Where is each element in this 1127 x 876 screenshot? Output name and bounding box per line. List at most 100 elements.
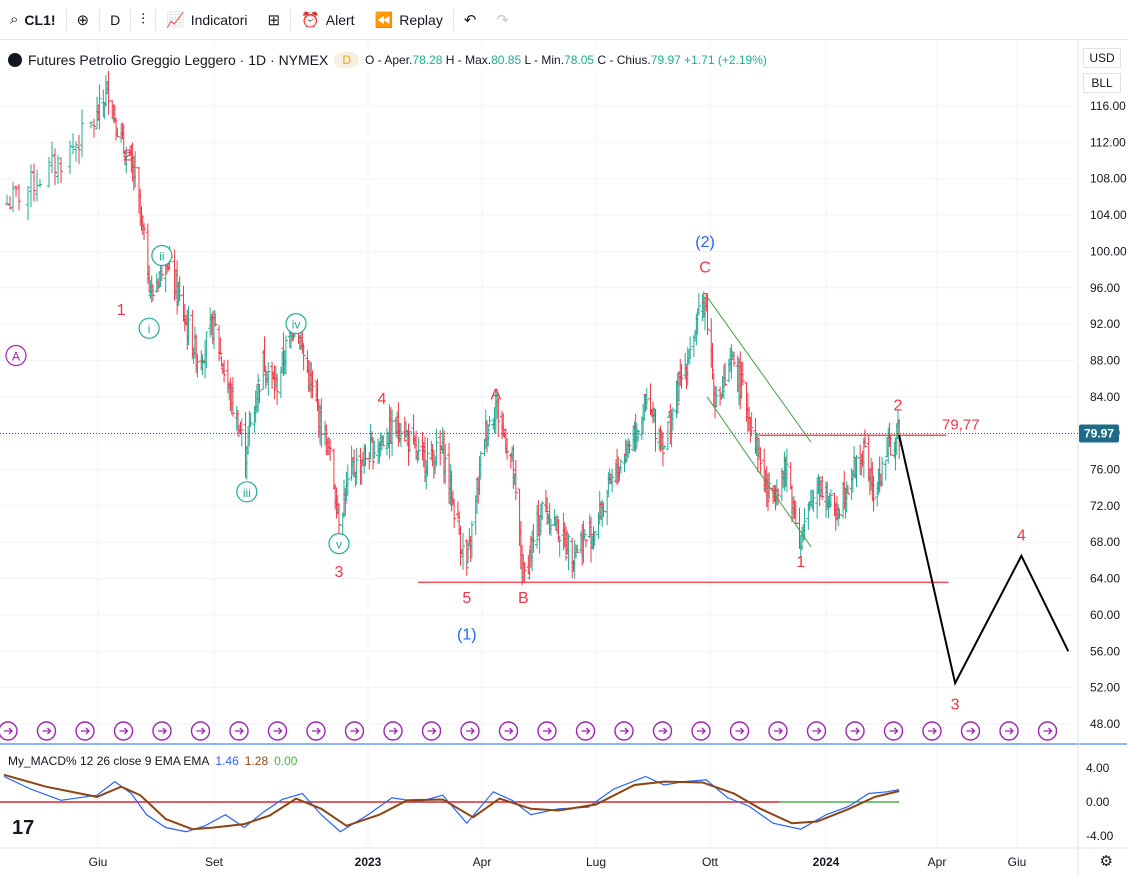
wave-label[interactable]: 4 [377, 391, 386, 408]
macd-line [3, 775, 900, 833]
undo-button[interactable]: ↶ [454, 0, 487, 40]
wave-label[interactable]: 1 [117, 302, 126, 319]
projection-path[interactable] [898, 435, 1070, 686]
wave-label-circle [138, 317, 160, 339]
price-tick-label: 116.00 [1090, 99, 1126, 113]
event-arrow-icon [119, 727, 129, 735]
compare-button[interactable]: ⊕ [67, 0, 100, 40]
event-arrow-icon [774, 727, 783, 735]
time-tick-label: 2024 [813, 855, 840, 869]
wave-label[interactable]: 2 [894, 397, 903, 414]
alert-button[interactable]: ⏰ Alert [291, 0, 364, 40]
open-value: 78.28 [412, 53, 443, 67]
event-arrow-icon [312, 727, 321, 735]
event-arrow-icon [928, 727, 937, 735]
event-arrow-icon [158, 727, 167, 735]
replay-button[interactable]: ⏪ Replay [365, 0, 453, 40]
indicators-icon: 📈 [166, 11, 185, 29]
macd-pane: 4.00 0.00 -4.00 17 [0, 761, 1114, 843]
channel-lower-line[interactable] [706, 396, 812, 548]
wave-label[interactable]: A [490, 387, 501, 404]
event-arrow-icon [4, 727, 13, 735]
unit-button[interactable]: BLL [1083, 73, 1121, 93]
macd-tick-label: 4.00 [1086, 761, 1110, 775]
projection-polyline[interactable] [898, 435, 1070, 686]
tradingview-logo: 17 [12, 817, 34, 839]
plus-circle-icon: ⊕ [76, 11, 90, 29]
alarm-clock-icon: ⏰ [301, 11, 320, 29]
redo-button: ↷ [486, 0, 519, 40]
currency-button[interactable]: USD [1083, 48, 1121, 68]
wave-label[interactable]: B [518, 590, 529, 607]
close-value: 79.97 [650, 53, 681, 67]
price-tick-label: 68.00 [1090, 535, 1120, 549]
last-price-marker: 79.97 [0, 424, 1119, 443]
macd-tick-label: 0.00 [1086, 795, 1110, 809]
signal-value: 1.28 [244, 754, 269, 768]
trend-lines[interactable]: 79,77 [418, 296, 980, 583]
wave-label[interactable]: A [12, 349, 20, 363]
symbol-label: CL1! [24, 11, 56, 28]
high-label: H - Max. [445, 53, 492, 67]
macd-name: My_MACD% 12 26 close 9 EMA EMA [8, 754, 210, 768]
last-price-badge [1079, 424, 1119, 443]
chart-title: Futures Petrolio Greggio Leggero · 1D · … [28, 52, 329, 68]
close-label: C - Chius. [597, 53, 651, 67]
event-arrow-icon [966, 727, 976, 735]
divider [155, 8, 156, 31]
histogram-value: 0.00 [274, 754, 298, 768]
wave-label[interactable]: 3 [335, 564, 344, 581]
grid-icon: ⊞ [267, 11, 281, 29]
price-chart[interactable]: 116.00 112.00 108.00 104.00 100.00 96.00 92.00… [0, 40, 1127, 876]
wave-label-circle [151, 244, 173, 267]
time-tick-label: Apr [928, 855, 947, 869]
low-label: L - Min. [524, 53, 565, 67]
wave-label[interactable]: 1 [796, 554, 805, 571]
wave-label-circle [328, 532, 350, 555]
macd-legend: My_MACD% 12 26 close 9 EMA EMA 1.46 1.28… [8, 754, 297, 768]
wave-label[interactable]: 4 [1017, 527, 1026, 544]
event-arrow-icon [1005, 727, 1014, 735]
event-markers-row[interactable] [0, 721, 1058, 741]
chart-type-button[interactable]: ⫶ [131, 0, 155, 40]
wave-label[interactable]: iii [243, 486, 251, 500]
interval-button[interactable]: D [100, 0, 130, 40]
indicators-button[interactable]: 📈 Indicatori [156, 0, 258, 40]
indicators-label: Indicatori [190, 11, 248, 28]
price-tick-label: 60.00 [1090, 608, 1120, 622]
event-arrow-icon [889, 727, 899, 735]
wave-label-circle [5, 344, 27, 367]
replay-label: Replay [399, 11, 443, 28]
event-arrow-icon [273, 727, 283, 735]
wave-label[interactable]: (2) [695, 234, 715, 251]
layouts-button[interactable]: ⊞ [258, 0, 291, 40]
event-arrow-icon [389, 727, 398, 735]
divider [130, 8, 132, 31]
event-arrow-icon [735, 727, 745, 735]
wave-label[interactable]: C [699, 259, 711, 276]
chart-background [0, 40, 1127, 876]
price-tick-label: 76.00 [1090, 463, 1120, 477]
wave-label-circle [285, 313, 307, 335]
high-value: 80.85 [491, 53, 522, 67]
symbol-search[interactable]: ⌕ CL1! [0, 0, 66, 40]
wave-label[interactable]: iv [292, 318, 301, 332]
macd-tick-label: -4.00 [1086, 829, 1114, 843]
wave-label[interactable]: (1) [457, 626, 477, 643]
wave-label[interactable]: 5 [462, 590, 471, 607]
wave-label[interactable]: i [148, 322, 151, 336]
wave-label[interactable]: v [336, 538, 342, 552]
time-axis: Giu Set 2023 Apr Lug Ott 2024 Apr Giu [0, 847, 1127, 869]
settings-gear-icon[interactable]: ⚙ [1099, 853, 1113, 870]
rewind-icon: ⏪ [374, 11, 394, 29]
event-arrow-icon [620, 727, 629, 735]
event-arrow-icon [581, 727, 591, 735]
wave-label[interactable]: 3 [951, 696, 960, 713]
price-tick-label: 56.00 [1090, 644, 1120, 658]
wave-label[interactable]: 2 [123, 148, 132, 165]
channel-upper-line[interactable] [706, 296, 812, 443]
wave-label[interactable]: ii [159, 250, 164, 264]
event-arrow-icon [42, 727, 52, 735]
data-source-badge[interactable]: D [334, 52, 360, 68]
